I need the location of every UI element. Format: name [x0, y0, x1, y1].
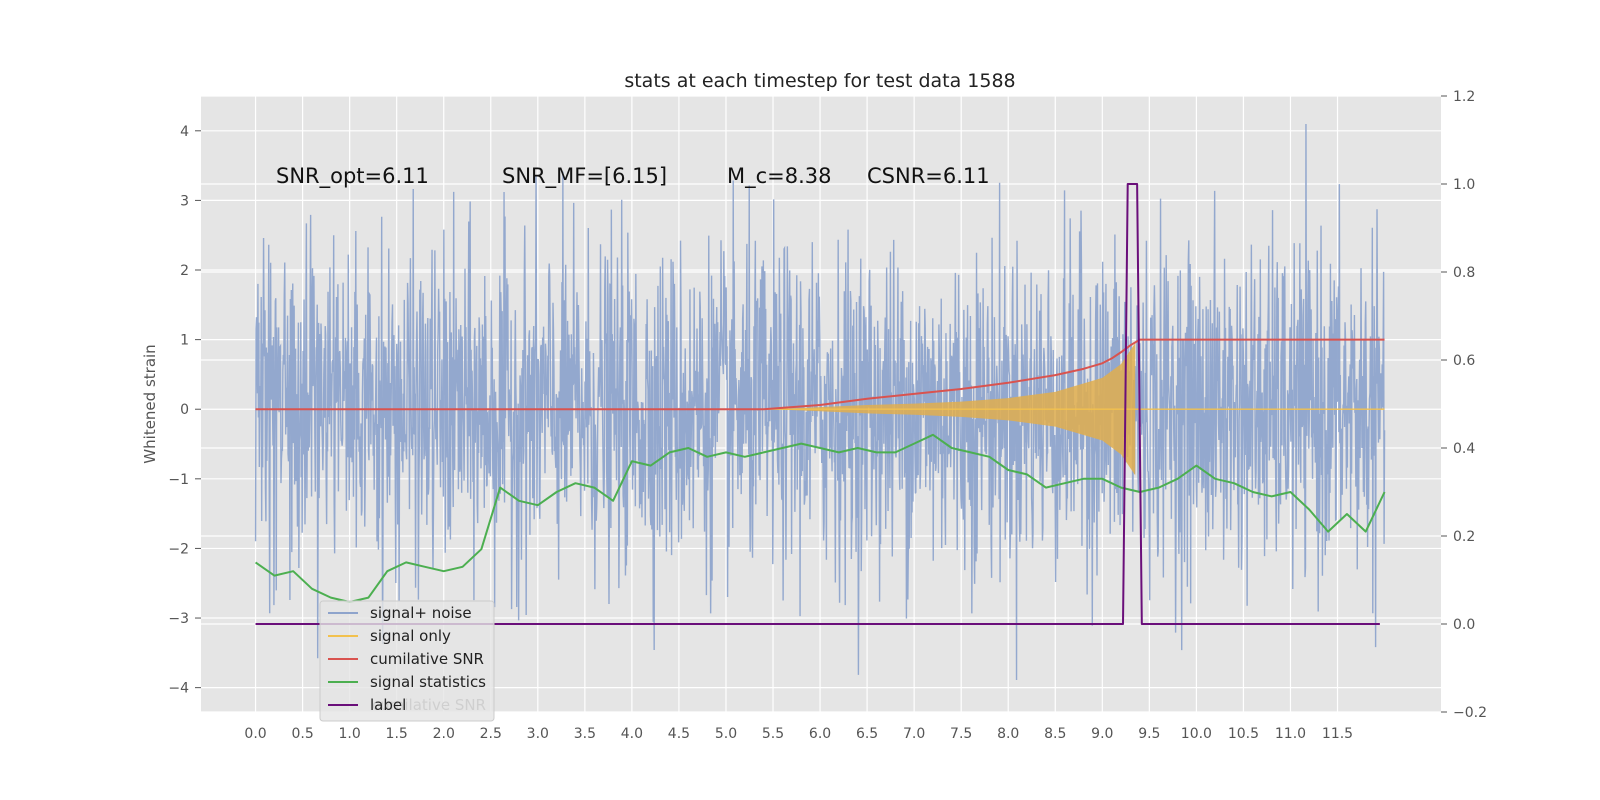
y-tick-label: 4: [180, 124, 189, 140]
ticks: 0.0 0.5 1.0 1.5 2.0 2.5 3.0 3.5 4.0 4.5 5.0 5.5 6.0 6…: [168, 89, 1487, 742]
x-tick-label: 10.5: [1228, 726, 1259, 742]
x-tick-label: 6.0: [809, 726, 831, 742]
x-tick-label: 10.0: [1181, 726, 1212, 742]
x-tick-label: 1.0: [339, 726, 361, 742]
x-tick-label: 9.5: [1138, 726, 1160, 742]
x-tick-label: 3.0: [527, 726, 549, 742]
y2-tick-label: 1.2: [1453, 89, 1475, 105]
chart-title: stats at each timestep for test data 158…: [624, 70, 1015, 92]
annotation-snr-mf: SNR_MF=[6.15]: [502, 164, 667, 189]
series-cumilative-snr: [255, 338, 1385, 411]
y-tick-label: −3: [168, 611, 189, 627]
x-tick-label: 2.0: [433, 726, 455, 742]
x-tick-label: 4.0: [621, 726, 643, 742]
y2-tick-label: 0.4: [1453, 441, 1475, 457]
legend-hidden-text: cumilative SNR: [372, 696, 486, 714]
x-tick-label: 1.5: [386, 726, 408, 742]
x-tick-label: 8.0: [997, 726, 1019, 742]
x-tick-label: 6.5: [856, 726, 878, 742]
y2-tick-label: −0.2: [1453, 705, 1487, 721]
x-tick-label: 0.0: [244, 726, 266, 742]
y-axis-label: Whitened strain: [141, 344, 159, 463]
x-tick-label: 9.0: [1091, 726, 1113, 742]
y2-tick-label: 0.0: [1453, 617, 1475, 633]
y-tick-label: −4: [168, 681, 189, 697]
grid: [201, 95, 1441, 713]
annotation-mc: M_c=8.38: [727, 164, 832, 189]
legend-label: signal only: [370, 627, 451, 645]
y2-tick-label: 0.8: [1453, 265, 1475, 281]
y-tick-label: −1: [168, 472, 189, 488]
annotation-snr-opt: SNR_opt=6.11: [276, 164, 429, 189]
x-tick-label: 4.5: [668, 726, 690, 742]
signal-statistics-line: [254, 433, 1386, 603]
y2-tick-label: 1.0: [1453, 177, 1475, 193]
x-tick-label: 7.5: [950, 726, 972, 742]
y-tick-label: −2: [168, 541, 189, 557]
legend: cumilative SNR signal+ noise signal only cu…: [319, 600, 495, 722]
x-tick-label: 5.5: [762, 726, 784, 742]
x-tick-label: 2.5: [480, 726, 502, 742]
signal-noise-trace: [254, 123, 1386, 680]
cumilative-snr-line: [255, 338, 1385, 411]
x-tick-label: 5.0: [715, 726, 737, 742]
x-tick-label: 11.0: [1275, 726, 1306, 742]
legend-label: signal+ noise: [370, 604, 472, 622]
x-tick-label: 7.0: [903, 726, 925, 742]
legend-box: [319, 600, 495, 722]
y-tick-label: 3: [180, 193, 189, 209]
annotation-csnr: CSNR=6.11: [867, 164, 990, 188]
series-signal-statistics: [254, 433, 1386, 603]
x-tick-label: 3.5: [574, 726, 596, 742]
legend-label: label: [370, 696, 406, 714]
legend-label: signal statistics: [370, 673, 486, 691]
x-tick-label: 0.5: [291, 726, 313, 742]
y-tick-label: 1: [180, 333, 189, 349]
y-tick-label: 2: [180, 263, 189, 279]
legend-label: cumilative SNR: [370, 650, 484, 668]
y2-tick-label: 0.6: [1453, 353, 1475, 369]
y-tick-label: 0: [180, 402, 189, 418]
series-label: [255, 183, 1380, 625]
series-signal-noise: [254, 123, 1386, 680]
y2-tick-label: 0.2: [1453, 529, 1475, 545]
x-tick-label: 11.5: [1322, 726, 1353, 742]
label-line: [255, 183, 1380, 625]
x-tick-label: 8.5: [1044, 726, 1066, 742]
